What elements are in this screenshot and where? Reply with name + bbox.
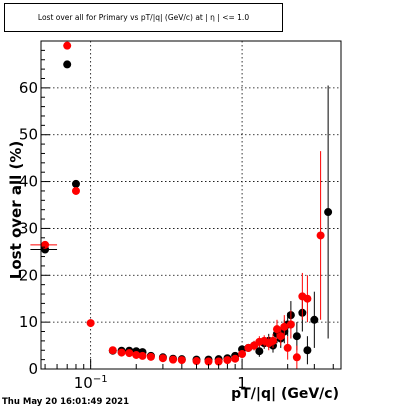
data-point [71, 186, 80, 195]
data-point [192, 357, 201, 366]
series-layer [30, 41, 333, 369]
data-point [303, 294, 312, 303]
x-axis-label: pT/|q| (GeV/c) [231, 386, 339, 402]
data-point [169, 355, 178, 364]
y-tick-label: 60 [19, 79, 38, 97]
plot-frame [40, 40, 342, 370]
data-point [138, 351, 147, 360]
data-point [286, 320, 295, 329]
data-point [86, 319, 95, 328]
data-point [177, 356, 186, 365]
y-axis-label: Lost over all (%) [7, 140, 25, 280]
y-tick-label: 50 [19, 126, 38, 144]
data-point [231, 354, 240, 363]
data-point [125, 349, 134, 358]
data-point [280, 322, 289, 331]
data-point [71, 179, 80, 188]
data-point [268, 336, 277, 345]
data-point [292, 353, 301, 362]
x-tick-label: 10−1 [74, 374, 108, 392]
y-tick-label: 20 [19, 266, 38, 284]
data-point [117, 348, 126, 357]
data-point [303, 346, 312, 355]
data-point [310, 315, 319, 324]
y-tick-label: 10 [19, 313, 38, 331]
data-point [324, 208, 333, 217]
y-tick-label: 40 [19, 173, 38, 191]
data-point [238, 350, 247, 359]
y-tick-label: 0 [28, 360, 38, 378]
data-point [158, 354, 167, 363]
series-red [30, 41, 325, 369]
grid [41, 41, 341, 369]
chart-title: Lost over all for Primary vs pT/|q| (GeV… [37, 13, 250, 22]
data-point [316, 231, 325, 240]
data-point [108, 346, 117, 355]
data-point [255, 347, 264, 356]
data-point [146, 352, 155, 361]
chart-title-box: Lost over all for Primary vs pT/|q| (GeV… [4, 3, 283, 32]
data-point [292, 332, 301, 341]
data-point [204, 357, 213, 366]
data-point [272, 325, 281, 334]
data-point [276, 332, 285, 341]
data-point [63, 41, 72, 50]
x-tick-label: 1 [237, 374, 247, 392]
data-point [214, 357, 223, 366]
data-point [223, 356, 232, 365]
data-point [283, 343, 292, 352]
timestamp: Thu May 20 16:01:49 2021 [2, 397, 129, 407]
ticks: 0 10 20 30 40 50 60 10−1 1 [19, 49, 334, 392]
data-point [132, 350, 141, 359]
y-tick-label: 30 [19, 219, 38, 237]
series-black [30, 60, 333, 365]
data-point [63, 60, 72, 69]
